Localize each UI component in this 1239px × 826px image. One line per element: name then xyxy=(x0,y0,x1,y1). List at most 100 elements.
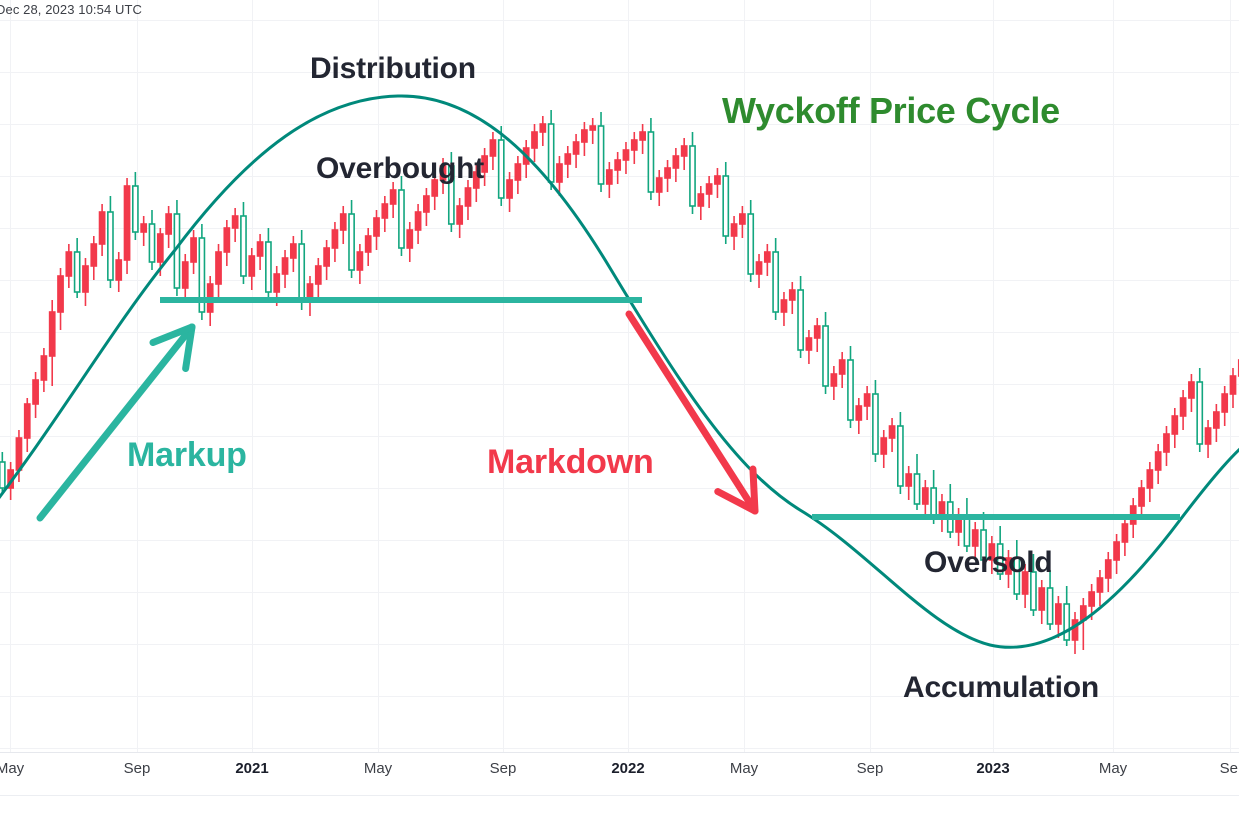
candlestick-body xyxy=(763,251,771,263)
candlestick-body xyxy=(630,139,638,151)
candlestick xyxy=(1071,612,1079,654)
x-axis-tick: Sep xyxy=(1219,760,1239,777)
candlestick-body xyxy=(348,213,355,271)
candlestick-body xyxy=(323,247,330,267)
candlestick-body xyxy=(1088,591,1096,607)
candlestick xyxy=(772,238,780,320)
candlestick-body xyxy=(464,187,472,207)
candlestick xyxy=(48,300,56,386)
candlestick-body xyxy=(1196,381,1204,445)
candlestick xyxy=(805,330,813,364)
candlestick xyxy=(331,222,339,262)
candlestick xyxy=(1163,426,1170,466)
candlestick xyxy=(73,238,81,298)
candlestick xyxy=(1229,368,1237,408)
candlestick xyxy=(323,240,330,280)
candlestick-body xyxy=(339,213,347,231)
candlestick-body xyxy=(514,163,522,181)
candlestick-body xyxy=(1113,541,1120,561)
candlestick-body xyxy=(813,325,821,339)
candlestick xyxy=(921,480,929,518)
candlestick xyxy=(40,348,48,392)
candlestick xyxy=(913,454,921,510)
candlestick-body xyxy=(481,155,488,173)
candlestick xyxy=(847,346,854,428)
candlestick-body xyxy=(1146,469,1154,489)
candlestick-body xyxy=(664,167,671,179)
candlestick xyxy=(664,160,671,192)
candlestick-body xyxy=(123,185,131,261)
candlestick-body xyxy=(90,243,98,267)
candlestick xyxy=(256,234,264,270)
candlestick-body xyxy=(456,205,464,225)
candlestick xyxy=(215,244,222,298)
candlestick xyxy=(780,292,788,326)
candlestick xyxy=(356,244,364,284)
candlestick-body xyxy=(1171,415,1179,435)
candlestick-body xyxy=(689,145,696,207)
candlestick-body xyxy=(714,175,721,185)
candlestick-body xyxy=(597,125,605,185)
candlestick-body xyxy=(115,259,123,281)
candlestick-body xyxy=(364,235,372,253)
candlestick xyxy=(1154,444,1162,484)
annotation-overbought: Overbought xyxy=(316,152,484,185)
candlestick xyxy=(597,112,605,192)
chart-timestamp: Dec 28, 2023 10:54 UTC xyxy=(0,2,143,17)
x-axis-tick: Sep xyxy=(489,760,517,777)
candlestick xyxy=(564,146,572,178)
candlestick-body xyxy=(82,265,89,293)
candlestick xyxy=(572,134,580,168)
candlestick-body xyxy=(331,229,339,249)
candlestick-body xyxy=(1030,571,1037,611)
candlestick xyxy=(1046,570,1054,630)
candlestick xyxy=(1146,462,1154,502)
candlestick-body xyxy=(863,393,871,407)
candlestick xyxy=(788,282,796,314)
candlestick xyxy=(456,198,464,238)
candlestick xyxy=(1054,596,1062,638)
x-axis-tick: May xyxy=(1098,760,1128,777)
candlestick xyxy=(314,258,322,298)
candlestick-body xyxy=(165,213,173,235)
axis-separator-bottom xyxy=(0,795,1239,796)
x-axis[interactable]: May Sep 2021 May Sep 2022 May Sep 2023 May Sep xyxy=(0,752,1239,796)
candlestick-body xyxy=(1212,411,1220,429)
candlestick xyxy=(1013,540,1021,600)
candlestick-body xyxy=(1138,487,1145,507)
candlestick xyxy=(722,162,730,244)
candlestick xyxy=(65,244,73,288)
cycle-curve-path xyxy=(0,94,1239,649)
candlestick-body xyxy=(622,149,630,161)
candlestick-body xyxy=(215,251,222,285)
candlestick xyxy=(739,206,746,238)
candlestick-body xyxy=(705,183,713,195)
candlestick xyxy=(763,244,771,276)
candlestick-body xyxy=(897,425,904,487)
candlestick-body xyxy=(1121,523,1129,543)
candlestick-body xyxy=(639,131,646,141)
candlestick-body xyxy=(32,379,39,405)
candlestick-body xyxy=(23,403,31,439)
candlestick xyxy=(123,178,131,274)
candlestick-body xyxy=(98,211,106,245)
candlestick xyxy=(689,132,696,214)
candlestick-body xyxy=(680,145,688,157)
candlestick xyxy=(389,182,397,218)
candlestick-body xyxy=(231,215,239,229)
candlestick-body xyxy=(439,165,447,181)
candlestick-body xyxy=(240,215,247,277)
x-axis-tick: May xyxy=(729,760,759,777)
candlestick-body xyxy=(248,255,256,277)
candlestick xyxy=(514,156,522,194)
candlestick-body xyxy=(1021,571,1029,595)
candlestick xyxy=(98,204,106,256)
candlestick xyxy=(489,132,497,170)
candlestick xyxy=(223,220,231,266)
candlestick-body xyxy=(921,487,929,505)
arrow-shaft xyxy=(36,323,196,522)
candlestick xyxy=(0,452,6,494)
candlestick-body xyxy=(1013,557,1021,595)
candlestick-body xyxy=(447,165,455,225)
candlestick-body xyxy=(581,129,588,143)
